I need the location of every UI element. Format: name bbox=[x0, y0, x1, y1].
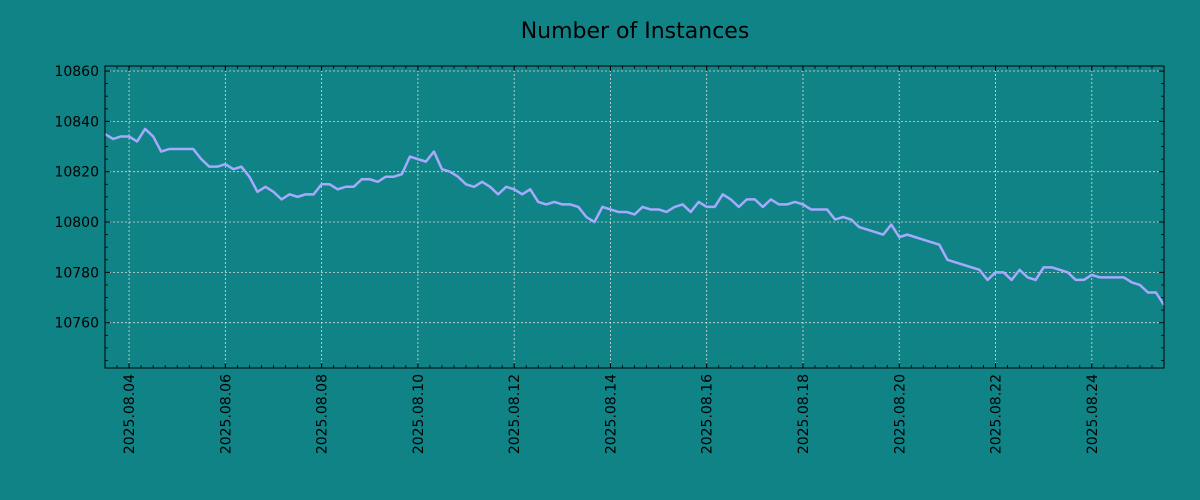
y-tick-label: 10760 bbox=[54, 316, 99, 332]
x-tick-label: 2025.08.22 bbox=[989, 374, 1005, 454]
y-tick-label: 10840 bbox=[54, 114, 99, 130]
x-tick-label: 2025.08.10 bbox=[411, 374, 427, 454]
x-tick-label: 2025.08.04 bbox=[122, 374, 138, 454]
x-tick-label: 2025.08.18 bbox=[796, 374, 812, 454]
y-tick-label: 10800 bbox=[54, 215, 99, 231]
series-line bbox=[104, 127, 1166, 306]
x-tick-label: 2025.08.24 bbox=[1085, 374, 1101, 454]
grid bbox=[105, 66, 1164, 368]
series-layer bbox=[104, 127, 1166, 306]
x-tick-label: 2025.08.08 bbox=[315, 374, 331, 454]
x-tick-label: 2025.08.12 bbox=[507, 374, 523, 454]
y-tick-label: 10860 bbox=[54, 64, 99, 80]
plot-frame bbox=[104, 65, 1165, 369]
x-tick-label: 2025.08.20 bbox=[892, 374, 908, 454]
y-tick-label: 10780 bbox=[54, 265, 99, 281]
chart-title: Number of Instances bbox=[521, 19, 750, 44]
x-tick-label: 2025.08.16 bbox=[700, 374, 716, 454]
x-tick-label: 2025.08.14 bbox=[603, 374, 619, 454]
x-tick-label: 2025.08.06 bbox=[218, 374, 234, 454]
y-tick-label: 10820 bbox=[54, 165, 99, 181]
